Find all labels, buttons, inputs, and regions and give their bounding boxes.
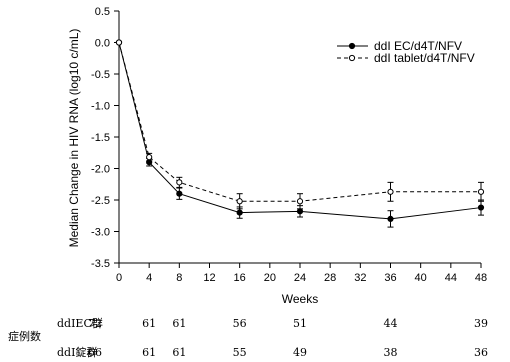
patients-count: 51 [293, 317, 307, 330]
data-point [477, 204, 485, 211]
data-point [296, 198, 304, 205]
patients-count: 39 [474, 317, 488, 330]
y-tick-label: -3.5 [91, 258, 110, 270]
x-tick-label: 48 [475, 272, 487, 284]
legend-marker [348, 54, 356, 62]
patients-count: 55 [233, 346, 247, 359]
x-tick-label: 20 [264, 272, 276, 284]
x-tick-label: 44 [445, 272, 457, 284]
series-1 [115, 39, 485, 210]
data-point [387, 215, 394, 222]
legend-item: ddI tablet/d4T/NFV [337, 51, 475, 65]
legend-label: ddI EC/d4T/NFV [374, 39, 462, 53]
patients-count: 44 [384, 317, 398, 330]
x-tick-label: 28 [324, 272, 336, 284]
patients-row-label: ddI錠群 [57, 345, 97, 359]
series-layer [115, 39, 485, 228]
legend-marker [348, 42, 356, 50]
y-tick-label: -2.0 [91, 164, 110, 176]
patients-count: 72 [88, 317, 102, 330]
patients-count: 61 [142, 317, 156, 330]
data-point [477, 188, 485, 195]
x-tick-label: 16 [234, 272, 246, 284]
patients-count: 61 [142, 346, 156, 359]
patients-count: 56 [233, 317, 247, 330]
x-tick-label: 24 [294, 272, 306, 284]
x-tick-label: 0 [116, 272, 122, 284]
y-tick-label: 0.5 [95, 6, 110, 18]
y-tick-label: -1.5 [91, 132, 110, 144]
y-tick-label: -3.0 [91, 227, 110, 239]
series-line [118, 42, 481, 202]
x-tick-label: 32 [354, 272, 366, 284]
legend-item: ddI EC/d4T/NFV [337, 39, 462, 53]
ticks: 0.50.0-0.5-1.0-1.5-2.0-2.5-3.0-3.50 4 8 12 1… [91, 6, 487, 284]
patients-row-label: ddIEC群 [57, 316, 103, 330]
x-tick-label: 8 [176, 272, 182, 284]
y-tick-label: -2.5 [91, 195, 110, 207]
y-tick-label: -1.0 [91, 101, 110, 113]
data-point [296, 208, 304, 215]
patients-count: 49 [293, 346, 307, 359]
data-point [115, 39, 123, 46]
x-tick-label: 36 [384, 272, 396, 284]
data-point [176, 190, 183, 197]
series-line [118, 42, 482, 220]
y-tick-label: 0.0 [95, 38, 110, 50]
patients-count: 61 [172, 346, 186, 359]
patients-table-title: 症例数 [8, 329, 41, 343]
y-tick-label: -0.5 [91, 69, 110, 81]
legend-label: ddI tablet/d4T/NFV [374, 51, 475, 65]
patients-count: 36 [474, 346, 488, 359]
x-tick-label: 4 [146, 272, 152, 284]
patients-count: 66 [88, 346, 102, 359]
patients-count: 61 [172, 317, 186, 330]
data-point [236, 198, 243, 205]
x-tick-label: 40 [415, 272, 427, 284]
y-axis-title: Median Change in HIV RNA (log10 c/mL) [67, 29, 81, 248]
data-point [387, 188, 394, 195]
x-tick-label: 12 [203, 272, 215, 284]
data-point [146, 154, 153, 161]
patients-count: 38 [384, 346, 398, 359]
data-point [176, 179, 183, 186]
x-axis-title: Weeks [282, 292, 318, 306]
data-point [236, 209, 243, 216]
